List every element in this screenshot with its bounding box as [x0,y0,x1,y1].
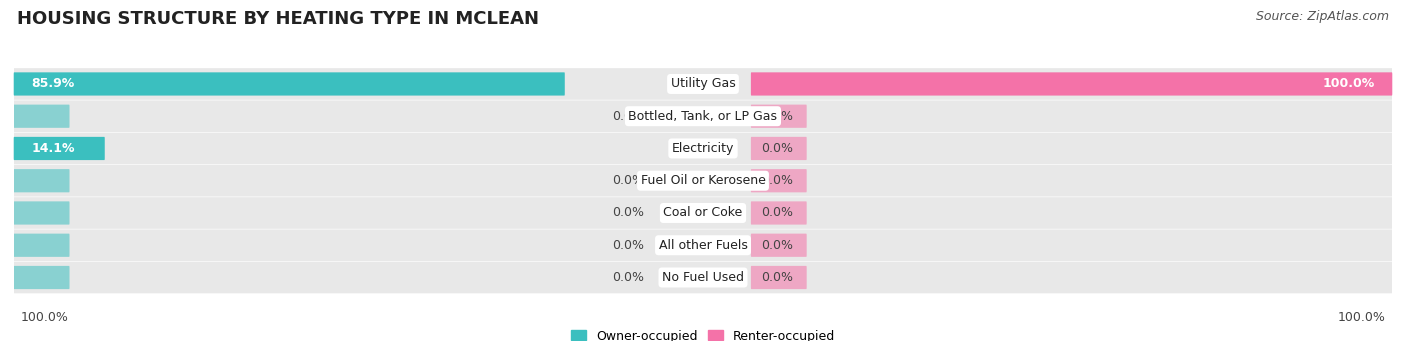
Text: Coal or Coke: Coal or Coke [664,207,742,220]
Text: 0.0%: 0.0% [762,142,793,155]
FancyBboxPatch shape [14,100,1392,132]
Text: 0.0%: 0.0% [613,271,644,284]
FancyBboxPatch shape [14,197,1392,229]
Text: 100.0%: 100.0% [21,311,69,324]
FancyBboxPatch shape [14,169,69,192]
FancyBboxPatch shape [751,234,807,257]
Text: Fuel Oil or Kerosene: Fuel Oil or Kerosene [641,174,765,187]
FancyBboxPatch shape [751,169,807,192]
FancyBboxPatch shape [751,72,1392,95]
FancyBboxPatch shape [14,105,69,128]
Text: 0.0%: 0.0% [762,239,793,252]
FancyBboxPatch shape [14,262,1392,293]
Text: All other Fuels: All other Fuels [658,239,748,252]
Text: Bottled, Tank, or LP Gas: Bottled, Tank, or LP Gas [628,110,778,123]
Text: 85.9%: 85.9% [31,77,75,90]
Text: HOUSING STRUCTURE BY HEATING TYPE IN MCLEAN: HOUSING STRUCTURE BY HEATING TYPE IN MCL… [17,10,538,28]
Text: 0.0%: 0.0% [762,174,793,187]
Text: 0.0%: 0.0% [613,110,644,123]
FancyBboxPatch shape [751,202,807,225]
Text: Electricity: Electricity [672,142,734,155]
FancyBboxPatch shape [751,137,807,160]
Text: Source: ZipAtlas.com: Source: ZipAtlas.com [1256,10,1389,23]
Legend: Owner-occupied, Renter-occupied: Owner-occupied, Renter-occupied [568,326,838,341]
Text: 0.0%: 0.0% [762,271,793,284]
Text: 100.0%: 100.0% [1337,311,1385,324]
Text: 14.1%: 14.1% [31,142,75,155]
Text: 0.0%: 0.0% [613,207,644,220]
Text: 100.0%: 100.0% [1323,77,1375,90]
FancyBboxPatch shape [14,68,1392,100]
FancyBboxPatch shape [14,229,1392,261]
FancyBboxPatch shape [14,234,69,257]
FancyBboxPatch shape [14,72,565,95]
FancyBboxPatch shape [751,105,807,128]
Text: 0.0%: 0.0% [613,174,644,187]
Text: Utility Gas: Utility Gas [671,77,735,90]
Text: 0.0%: 0.0% [613,239,644,252]
Text: No Fuel Used: No Fuel Used [662,271,744,284]
FancyBboxPatch shape [14,202,69,225]
Text: 0.0%: 0.0% [762,207,793,220]
FancyBboxPatch shape [14,137,104,160]
Text: 0.0%: 0.0% [762,110,793,123]
FancyBboxPatch shape [751,266,807,289]
FancyBboxPatch shape [14,133,1392,164]
FancyBboxPatch shape [14,266,69,289]
FancyBboxPatch shape [14,165,1392,196]
